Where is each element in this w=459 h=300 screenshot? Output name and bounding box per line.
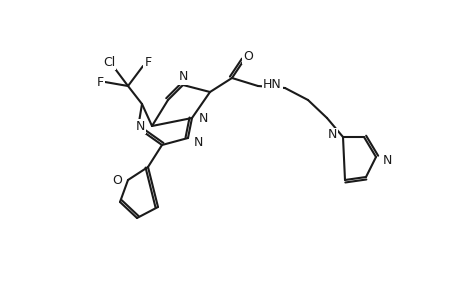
Text: N: N (194, 136, 203, 149)
Text: N: N (135, 119, 145, 133)
Text: O: O (112, 173, 122, 187)
Text: N: N (327, 128, 336, 142)
Text: Cl: Cl (103, 56, 115, 68)
Text: F: F (96, 76, 103, 88)
Text: O: O (242, 50, 252, 62)
Text: HN: HN (263, 77, 281, 91)
Text: F: F (144, 56, 151, 68)
Text: N: N (178, 70, 187, 83)
Text: N: N (199, 112, 208, 124)
Text: N: N (382, 154, 392, 166)
